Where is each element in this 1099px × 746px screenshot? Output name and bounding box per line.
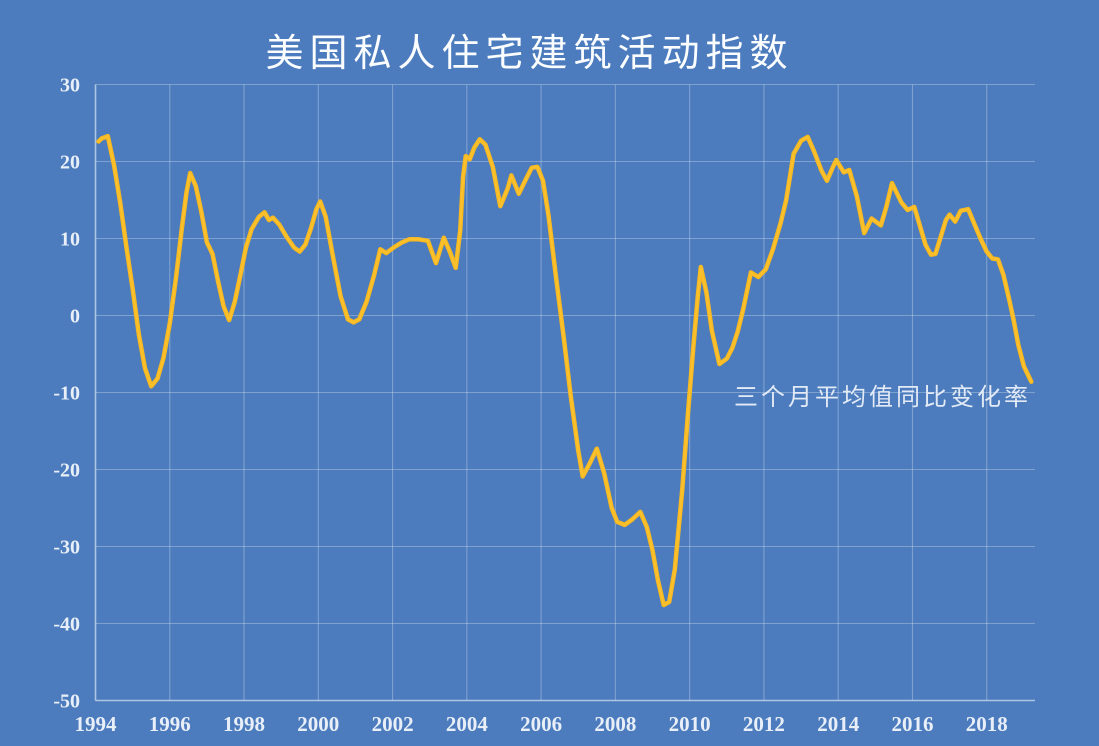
x-tick-label-2012: 2012: [743, 712, 785, 736]
x-tick-label-2000: 2000: [297, 712, 339, 736]
x-tick-label-1994: 1994: [75, 712, 118, 736]
y-tick-label--40: -40: [53, 614, 80, 636]
x-tick-label-2016: 2016: [891, 712, 933, 736]
y-tick-label--10: -10: [53, 383, 80, 405]
x-tick-label-1998: 1998: [223, 712, 265, 736]
x-tick-label-2004: 2004: [446, 712, 489, 736]
x-tick-label-2008: 2008: [594, 712, 636, 736]
x-tick-label-2006: 2006: [520, 712, 562, 736]
y-tick-label-10: 10: [60, 229, 80, 251]
y-tick-label-30: 30: [60, 75, 80, 97]
series-line-highlight-0: [97, 135, 1033, 606]
y-tick-label--20: -20: [53, 460, 80, 482]
x-tick-label-2002: 2002: [372, 712, 414, 736]
y-tick-label--50: -50: [53, 691, 80, 713]
series-line-0: [96, 133, 1034, 608]
y-tick-label-20: 20: [60, 152, 80, 174]
y-tick-label-0: 0: [70, 306, 80, 328]
x-tick-label-2014: 2014: [817, 712, 860, 736]
chart-title: 美国私人住宅建筑活动指数: [265, 31, 794, 75]
x-tick-label-1996: 1996: [149, 712, 191, 736]
series-annotation-label: 三个月平均值同比变化率: [734, 383, 1031, 411]
y-tick-label--30: -30: [53, 537, 80, 559]
x-tick-label-2018: 2018: [966, 712, 1008, 736]
x-tick-label-2010: 2010: [669, 712, 711, 736]
